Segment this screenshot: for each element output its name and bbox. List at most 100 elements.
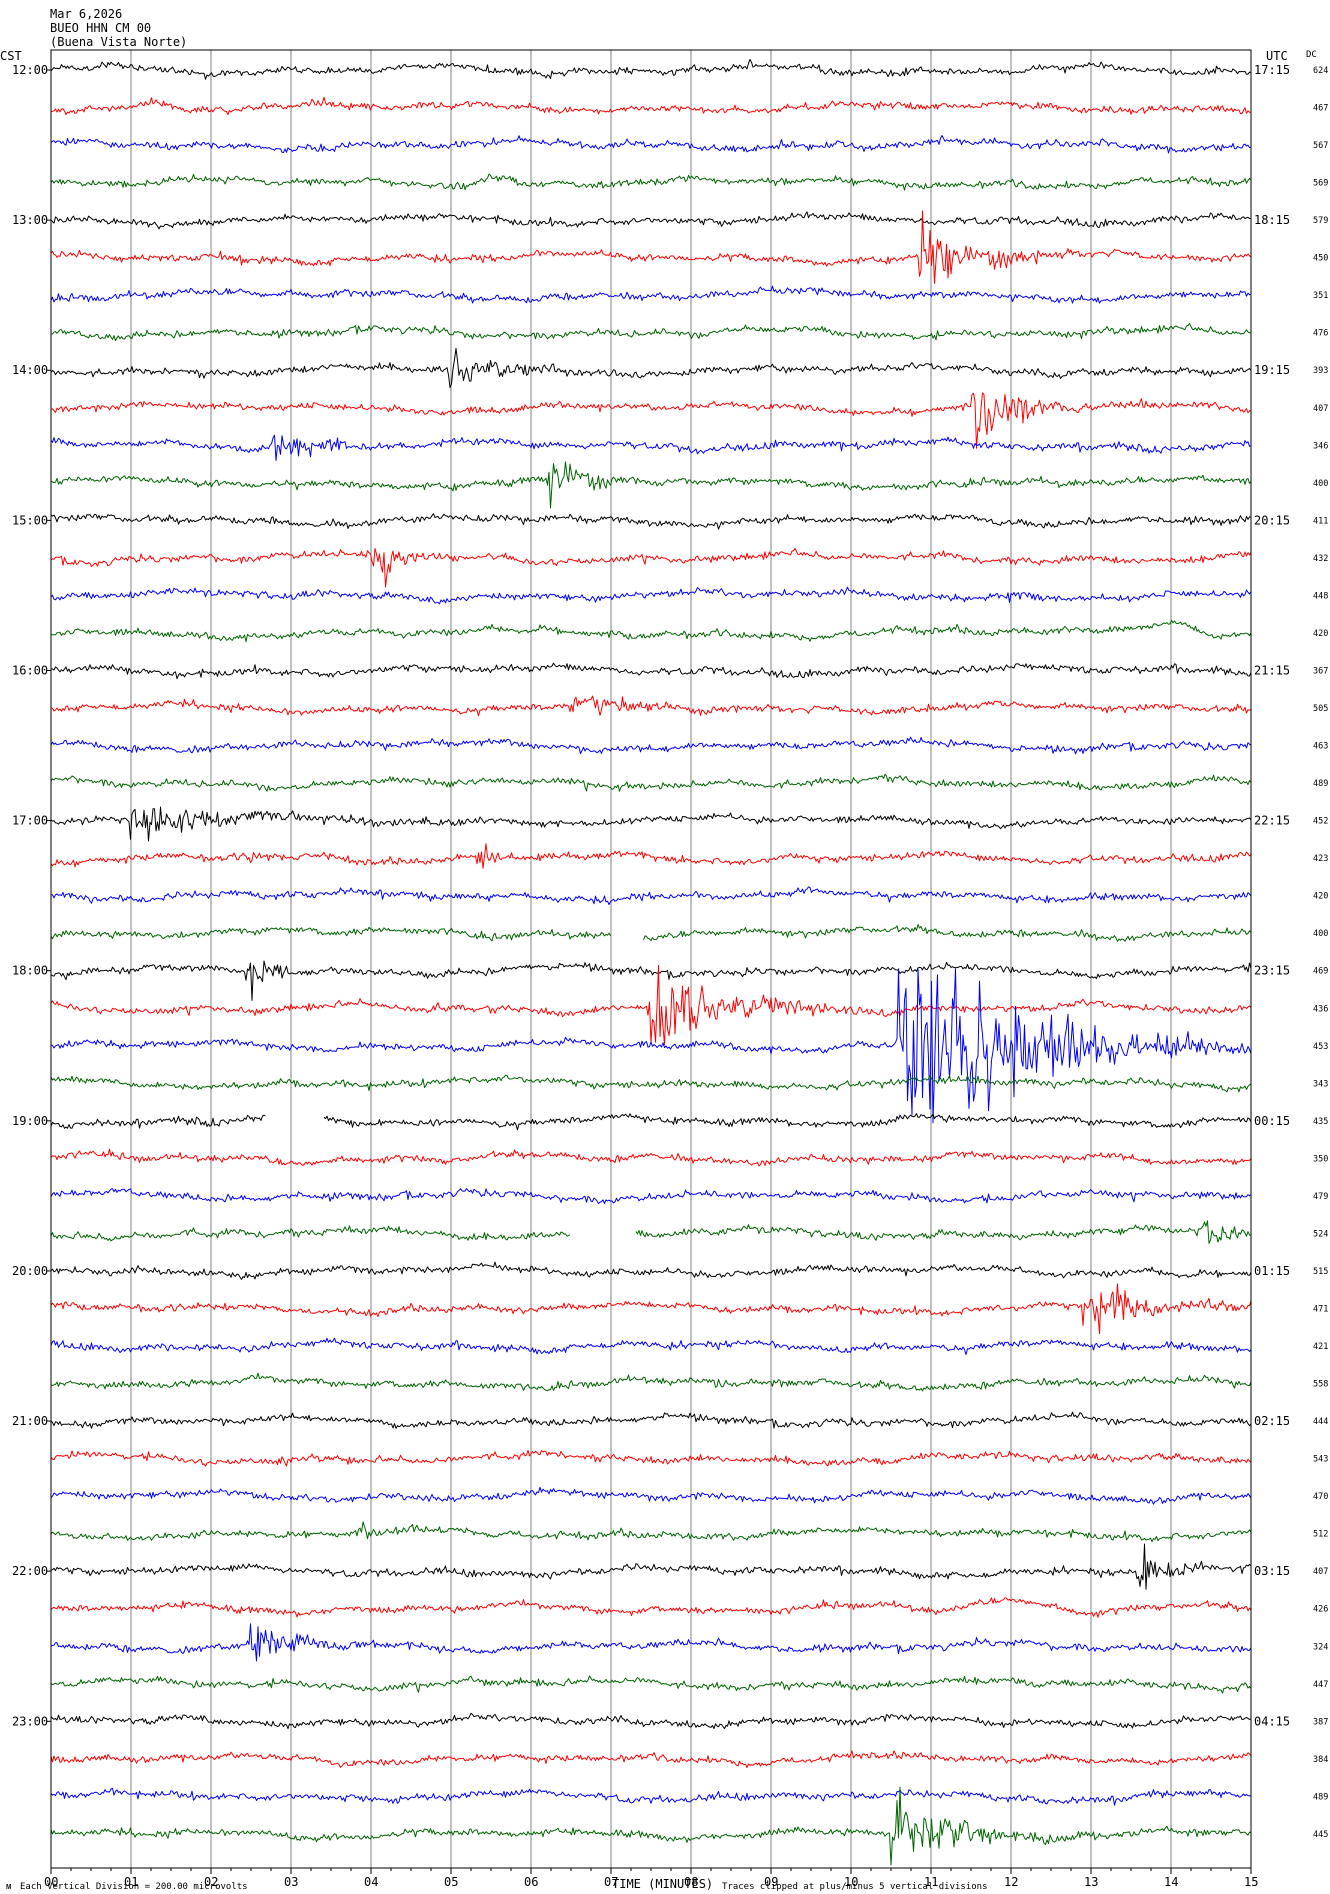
dc-offset-label: 476 xyxy=(1313,329,1328,339)
x-tick-label: 00 xyxy=(44,1875,58,1889)
dc-offset-label: 543 xyxy=(1313,1455,1328,1465)
dc-offset-label: 350 xyxy=(1313,1154,1328,1164)
header-location: (Buena Vista Norte) xyxy=(50,35,187,49)
dc-offset-label: 411 xyxy=(1313,516,1328,526)
dc-offset-label: 445 xyxy=(1313,1830,1328,1840)
trace-row-4 xyxy=(50,211,1252,230)
left-hour-label: 12:00 xyxy=(12,63,48,77)
trace-row-35 xyxy=(50,1372,1252,1392)
trace-row-44 xyxy=(50,1712,1252,1730)
dc-offset-label: 367 xyxy=(1313,666,1328,676)
dc-offset-label: 452 xyxy=(1313,817,1328,827)
dc-offset-label: 512 xyxy=(1313,1530,1328,1540)
dc-offset-label: 489 xyxy=(1313,1792,1328,1802)
right-hour-label: 04:15 xyxy=(1254,1714,1290,1728)
trace-row-16 xyxy=(50,662,1252,680)
right-hour-label: 19:15 xyxy=(1254,363,1290,377)
right-hour-label: 23:15 xyxy=(1254,964,1290,978)
trace-row-9 xyxy=(50,392,1252,449)
dc-offset-label: 515 xyxy=(1313,1267,1328,1277)
trace-row-2 xyxy=(50,135,1252,154)
left-hour-label: 14:00 xyxy=(12,363,48,377)
x-tick-label: 05 xyxy=(444,1875,458,1889)
dc-offset-label: 407 xyxy=(1313,404,1328,414)
dc-offset-label: 426 xyxy=(1313,1605,1328,1615)
dc-offset-label: 400 xyxy=(1313,479,1328,489)
dc-offset-label: 423 xyxy=(1313,854,1328,864)
trace-row-32 xyxy=(50,1261,1252,1280)
footer-clip-text: Traces clipped at plus/minus 5 vertical … xyxy=(722,1882,988,1892)
dc-offset-label: 432 xyxy=(1313,554,1328,564)
right-hour-label: 18:15 xyxy=(1254,213,1290,227)
trace-row-31 xyxy=(50,1220,1252,1244)
dc-offset-label: 436 xyxy=(1313,1004,1328,1014)
x-tick-label: 13 xyxy=(1084,1875,1098,1889)
left-hour-label: 23:00 xyxy=(12,1714,48,1728)
dc-offset-label: 343 xyxy=(1313,1079,1328,1089)
dc-offset-label: 346 xyxy=(1313,441,1328,451)
x-axis: 00 01 02 03 04 05 06 07 08 09 10 11 12 13 14 15 xyxy=(44,1868,1258,1889)
trace-row-24 xyxy=(50,960,1252,1001)
trace-row-37 xyxy=(50,1449,1252,1467)
dc-offset-label: 558 xyxy=(1313,1380,1328,1390)
footer-scale-mark: ᴍ xyxy=(6,1882,11,1892)
trace-row-23 xyxy=(50,924,1252,942)
x-tick-label: 06 xyxy=(524,1875,538,1889)
dc-offset-label: 447 xyxy=(1313,1680,1328,1690)
trace-row-0 xyxy=(50,58,1252,80)
right-zone-label: UTC xyxy=(1266,49,1288,63)
trace-row-12 xyxy=(50,513,1252,530)
trace-rows xyxy=(50,58,1252,1866)
trace-row-36 xyxy=(50,1411,1252,1429)
trace-row-38 xyxy=(50,1486,1252,1505)
x-tick-label: 04 xyxy=(364,1875,378,1889)
left-hour-label: 13:00 xyxy=(12,213,48,227)
trace-row-5 xyxy=(50,210,1252,284)
dc-offset-label: 579 xyxy=(1313,216,1328,226)
dc-offset-label: 471 xyxy=(1313,1304,1328,1314)
row-labels: 624 12:00 17:15 467 567 569 579 13:00 18:15 450 35… xyxy=(12,63,1328,1840)
right-hour-label: 03:15 xyxy=(1254,1564,1290,1578)
trace-row-15 xyxy=(51,620,1252,643)
plot-frame xyxy=(50,49,1252,1869)
dc-offset-label: 453 xyxy=(1313,1042,1328,1052)
dc-offset-label: 448 xyxy=(1313,591,1328,601)
dc-offset-label: 524 xyxy=(1313,1229,1328,1239)
trace-row-42 xyxy=(50,1623,1252,1662)
trace-row-18 xyxy=(50,736,1252,755)
trace-row-43 xyxy=(50,1675,1252,1694)
left-hour-label: 22:00 xyxy=(12,1564,48,1578)
dc-offset-label: 435 xyxy=(1313,1117,1328,1127)
header-date: Mar 6,2026 xyxy=(50,7,122,21)
x-axis-title: TIME (MINUTES) xyxy=(612,1877,713,1891)
x-tick-label: 14 xyxy=(1164,1875,1178,1889)
dc-offset-label: 505 xyxy=(1313,704,1328,714)
trace-row-29 xyxy=(50,1148,1252,1167)
left-hour-label: 20:00 xyxy=(12,1264,48,1278)
left-zone-label: CST xyxy=(0,49,22,63)
x-tick-label: 15 xyxy=(1244,1875,1258,1889)
dc-offset-label: 351 xyxy=(1313,291,1328,301)
trace-row-3 xyxy=(50,173,1252,191)
x-tick-label: 09 xyxy=(764,1875,778,1889)
trace-row-1 xyxy=(50,96,1251,116)
right-hour-label: 02:15 xyxy=(1254,1414,1290,1428)
right-hour-label: 22:15 xyxy=(1254,814,1290,828)
trace-row-41 xyxy=(50,1597,1252,1618)
dc-offset-label: 420 xyxy=(1313,629,1328,639)
dc-offset-label: 400 xyxy=(1313,929,1328,939)
dc-offset-label: 444 xyxy=(1313,1417,1328,1427)
dc-offset-label: 569 xyxy=(1313,179,1328,189)
trace-row-27 xyxy=(50,1074,1252,1093)
trace-row-10 xyxy=(50,434,1252,461)
trace-row-11 xyxy=(50,461,1252,509)
x-tick-label: 10 xyxy=(844,1875,858,1889)
trace-row-13 xyxy=(50,548,1252,588)
dc-column-label: DC xyxy=(1306,50,1317,60)
right-hour-label: 00:15 xyxy=(1254,1114,1290,1128)
dc-offset-label: 393 xyxy=(1313,366,1328,376)
trace-row-26 xyxy=(50,968,1252,1124)
trace-row-28 xyxy=(50,1113,1252,1131)
dc-offset-label: 324 xyxy=(1313,1642,1328,1652)
left-hour-label: 16:00 xyxy=(12,663,48,677)
